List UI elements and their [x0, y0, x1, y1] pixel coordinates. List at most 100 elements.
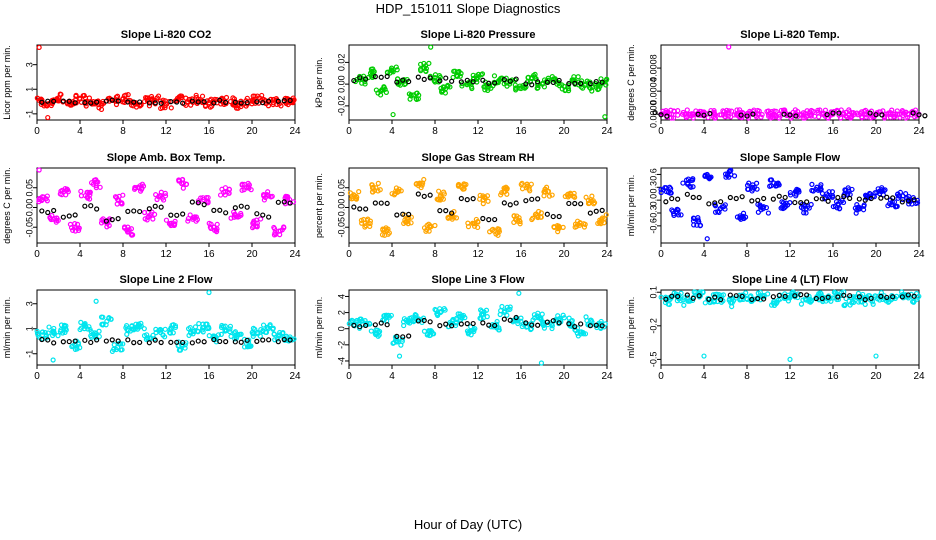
sample-point [486, 83, 492, 89]
sample-point [499, 303, 505, 310]
sample-point [593, 84, 599, 90]
mean-point [60, 214, 66, 220]
mean-point [158, 204, 164, 210]
sample-point [152, 97, 158, 103]
mean-point [72, 338, 78, 344]
sample-point [357, 316, 363, 323]
sample-point [357, 77, 363, 83]
sample-point [78, 188, 84, 194]
mean-point [66, 338, 72, 345]
sample-point [34, 330, 41, 337]
mean-point [572, 80, 578, 86]
sample-point [846, 298, 852, 304]
sample-point [674, 210, 680, 216]
mean-point [556, 320, 562, 326]
sample-point [57, 328, 64, 335]
mean-point [578, 201, 584, 207]
mean-point [109, 97, 115, 103]
mean-point [168, 212, 174, 218]
sample-point [148, 93, 155, 100]
sample-point [218, 331, 224, 338]
sample-point [599, 216, 605, 222]
sample-point [217, 192, 224, 198]
mean-point [690, 295, 696, 301]
sample-point [562, 87, 568, 94]
sample-point [496, 325, 502, 331]
sample-point [258, 216, 264, 222]
sample-point [179, 181, 185, 187]
sample-point [749, 184, 755, 190]
sample-point [265, 326, 271, 332]
sample-point [193, 214, 199, 220]
sample-point [688, 177, 694, 183]
sample-point [82, 323, 88, 329]
mean-point [750, 111, 756, 117]
y-tick-label: -1 [24, 110, 34, 118]
sample-point [485, 198, 491, 204]
mean-point [45, 209, 51, 216]
mean-point [115, 216, 121, 222]
sample-point [168, 105, 174, 111]
sample-point [394, 76, 401, 82]
panel-title: Slope Li-820 Temp. [740, 29, 839, 41]
sample-point [170, 330, 176, 336]
sample-point [233, 105, 240, 111]
sample-point [865, 293, 872, 299]
x-tick-label: 0 [346, 249, 352, 260]
mean-point [529, 196, 535, 202]
sample-point [681, 302, 687, 308]
mean-point [501, 77, 507, 83]
sample-point [667, 184, 673, 190]
sample-point [603, 82, 609, 88]
sample-point [602, 79, 608, 85]
mean-point [847, 293, 853, 299]
sample-point [828, 298, 834, 304]
sample-point [389, 68, 395, 74]
x-tick-label: 0 [658, 126, 664, 137]
mean-point [470, 79, 476, 85]
y-tick-label: 0.0008 [648, 54, 658, 82]
sample-point [412, 313, 418, 319]
sample-point [158, 193, 164, 199]
sample-point [144, 217, 150, 223]
outlier-point [45, 114, 51, 121]
y-tick-label: 0.1 [648, 286, 658, 299]
sample-point [124, 331, 130, 337]
mean-point [180, 339, 186, 346]
mean-point [523, 198, 529, 204]
sample-point [435, 312, 441, 319]
y-tick-label: 0.6 [648, 168, 658, 181]
outlier-point [516, 290, 522, 296]
x-tick-label: 8 [432, 126, 438, 137]
sample-point [436, 73, 443, 79]
sample-point [252, 93, 258, 99]
mean-point [458, 195, 464, 202]
sample-point [261, 192, 267, 198]
sample-point [202, 103, 209, 109]
mean-point [238, 339, 244, 345]
mean-point [707, 110, 713, 117]
mean-point [712, 294, 718, 300]
sample-point [227, 98, 234, 105]
mean-point [287, 97, 293, 104]
sample-point [369, 182, 375, 188]
outlier-point [390, 111, 396, 118]
sample-point [194, 328, 201, 334]
sample-point [149, 96, 155, 103]
mean-point [449, 78, 455, 84]
sample-point [550, 77, 556, 83]
sample-point [702, 300, 708, 306]
mean-point [384, 322, 390, 328]
sample-point [787, 189, 793, 196]
sample-point [842, 187, 848, 193]
sample-point [822, 107, 829, 113]
sample-point [803, 297, 809, 303]
sample-point [914, 200, 921, 206]
mean-point [437, 78, 443, 84]
mean-point [443, 75, 449, 81]
sample-point [233, 212, 239, 218]
outlier-point [36, 167, 42, 173]
sample-point [905, 295, 911, 301]
sample-point [758, 114, 764, 120]
sample-point [139, 181, 146, 187]
